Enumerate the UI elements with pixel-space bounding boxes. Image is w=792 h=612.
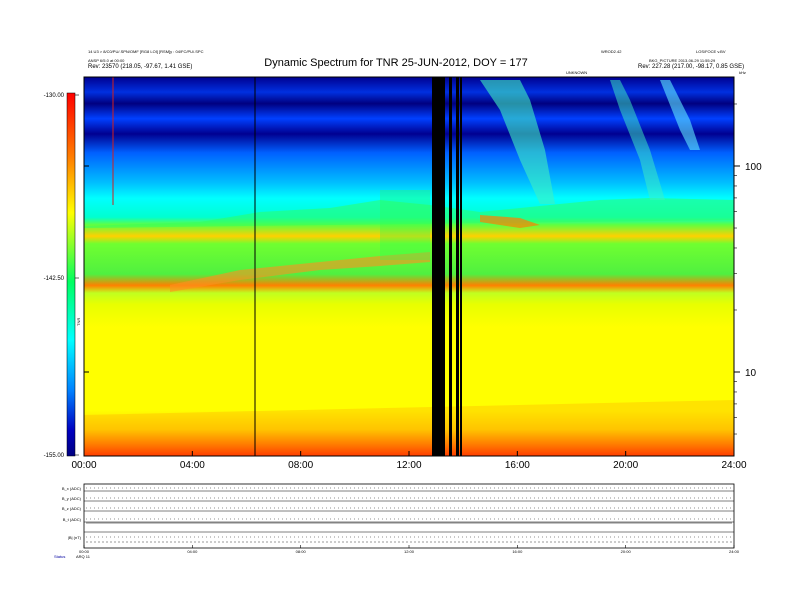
panel-x-tick-label: 12:00 <box>404 549 415 554</box>
status-label: Status <box>54 554 65 559</box>
x-tick-label: 24:00 <box>721 460 746 471</box>
panel-x-tick-label: 24:00 <box>729 549 740 554</box>
data-gaps <box>112 77 462 456</box>
y-tick-label: 10 <box>745 368 757 379</box>
header-right-line3: Rev: 227.28 (217.00, -98.17, 0.85 GSE) <box>638 64 745 70</box>
colorbar <box>66 92 76 457</box>
panel-x-tick-label: 08:00 <box>296 549 307 554</box>
panel-label: |B| (nT) <box>68 535 82 540</box>
panel-label: B_y (ADC) <box>62 496 82 501</box>
panel-x-tick-label: 20:00 <box>621 549 632 554</box>
panel-x-tick-label: 16:00 <box>512 549 523 554</box>
x-tick-label: 00:00 <box>71 460 96 471</box>
colorbar-label: TNR <box>76 318 81 326</box>
panel-label: B_z (ADC) <box>62 506 82 511</box>
colorbar-tick-label: -130.00 <box>44 93 65 99</box>
header-left-line3: Rev: 23570 (218.05, -97.67, 1.41 GSE) <box>88 64 193 70</box>
x-axis: 00:00 04:00 08:00 12:00 16:00 20:00 24:00 <box>71 451 747 471</box>
corner-mark: kHz <box>739 70 746 75</box>
spectrogram-features <box>84 80 734 456</box>
panel-x-tick-label: 04:00 <box>187 549 198 554</box>
lower-panels: B_x (ADC) B_y (ADC) B_z (ADC) B_t (ADC) |B| … <box>54 483 740 559</box>
x-tick-label: 08:00 <box>288 460 313 471</box>
header-mid-right: WROD2.42 <box>601 49 622 54</box>
colorbar-tick-label: -155.00 <box>44 453 65 459</box>
panel-label: B_t (ADC) <box>63 517 82 522</box>
y-tick-label: 100 <box>745 162 762 173</box>
colorbar-ticks: -130.00 -142.50 -155.00 TNR <box>44 93 81 459</box>
header-left-line2: ANSP 6/5.0 at 00:00 <box>88 58 125 63</box>
chart-title: Dynamic Spectrum for TNR 25-JUN-2012, DO… <box>264 57 528 69</box>
panel-x-tick-label: 00:00 <box>79 549 90 554</box>
header-right-line1: LOS/FOCE v.BV <box>696 49 726 54</box>
header-right-line2: BKG_PICTURE 2013-06-29 11:55:29 <box>649 58 716 63</box>
panel-label: B_x (ADC) <box>62 486 82 491</box>
status-codes: ARQ 11 <box>76 554 91 559</box>
spectrogram-image <box>84 77 734 456</box>
lower-panel-frame <box>83 483 735 549</box>
y-axis: 10 100 <box>84 103 762 435</box>
x-tick-label: 12:00 <box>396 460 421 471</box>
header-left-line1: 14 U3 > 8/C0/PU/.SPN/OMF [RG8 LOI] [RSM]… <box>88 49 204 54</box>
header-center-small: UNKNOWN <box>566 70 588 75</box>
x-tick-label: 04:00 <box>180 460 205 471</box>
x-tick-label: 16:00 <box>505 460 530 471</box>
x-tick-label: 20:00 <box>613 460 638 471</box>
colorbar-tick-label: -142.50 <box>44 276 65 282</box>
